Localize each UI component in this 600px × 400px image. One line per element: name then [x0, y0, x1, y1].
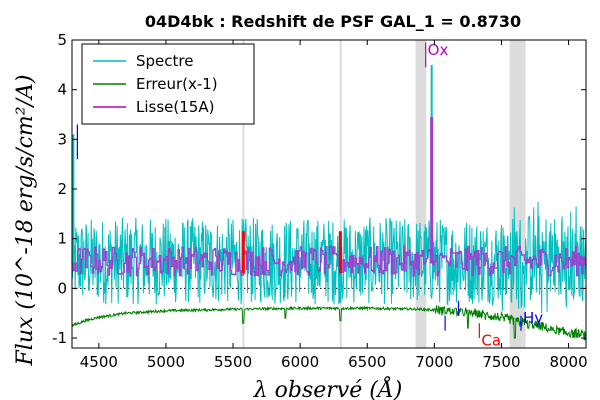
shaded-region [339, 40, 342, 348]
legend-label: Erreur(x-1) [136, 75, 218, 93]
x-tick-label: 8000 [549, 353, 587, 371]
x-tick-label: 5500 [214, 353, 252, 371]
error-series [72, 305, 587, 341]
x-tick-label: 4500 [80, 353, 118, 371]
y-tick-label: 3 [57, 130, 67, 148]
line-marker-label: Hy [523, 309, 543, 327]
smoothed-series [71, 245, 587, 277]
y-tick-label: 2 [57, 180, 67, 198]
y-axis-label: Flux (10^-18 erg/s/cm²/A) [13, 75, 38, 367]
y-tick-label: 4 [57, 81, 67, 99]
x-tick-label: 6000 [281, 353, 319, 371]
plot-frame [71, 39, 587, 349]
plot-area: Ox Ca Hy 4500 5000 5500 6000 6500 7000 7500 8000 -1… [52, 31, 588, 371]
spectrum-series [71, 201, 587, 314]
x-tick-label: 6500 [348, 353, 386, 371]
y-tick-label: 5 [57, 31, 67, 49]
legend-label: Spectre [136, 52, 193, 70]
chart-title: 04D4bk : Redshift de PSF GAL_1 = 0.8730 [145, 12, 521, 31]
y-tick-label: 0 [57, 279, 67, 297]
legend-label: Lisse(15A) [136, 98, 214, 116]
y-tick-label: 1 [57, 230, 67, 248]
shaded-region [242, 40, 245, 348]
x-tick-label: 7500 [482, 353, 520, 371]
x-axis-label: λ observé (Å) [253, 375, 403, 400]
legend: Spectre Erreur(x-1) Lisse(15A) [81, 43, 255, 125]
x-tick-label: 7000 [415, 353, 453, 371]
shaded-region [415, 40, 427, 348]
line-marker-label: Ox [428, 41, 449, 59]
y-tick-label: -1 [52, 329, 67, 347]
x-tick-label: 5000 [147, 353, 185, 371]
line-marker-label: Ca [481, 332, 501, 350]
